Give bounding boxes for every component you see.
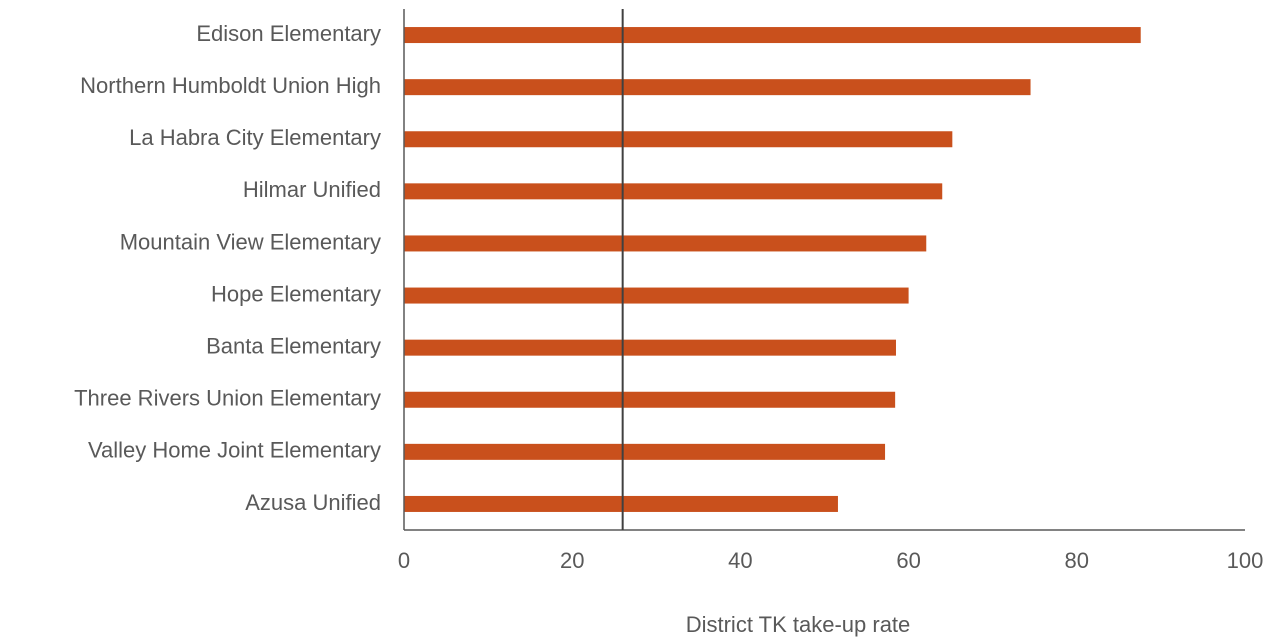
x-tick-label: 100 bbox=[1227, 548, 1264, 573]
bar bbox=[404, 183, 943, 200]
bar bbox=[404, 443, 886, 460]
bar bbox=[404, 287, 909, 304]
x-tick-label: 0 bbox=[398, 548, 410, 573]
bar bbox=[404, 235, 927, 252]
bar bbox=[404, 27, 1141, 44]
y-tick-label: Valley Home Joint Elementary bbox=[88, 438, 381, 463]
bar bbox=[404, 391, 896, 408]
y-tick-label: Banta Elementary bbox=[206, 333, 381, 358]
y-tick-label: Hope Elementary bbox=[211, 281, 381, 306]
x-tick-label: 80 bbox=[1065, 548, 1089, 573]
bar bbox=[404, 79, 1031, 96]
y-tick-label: Edison Elementary bbox=[196, 21, 381, 46]
x-tick-label: 60 bbox=[896, 548, 920, 573]
y-tick-label: Hilmar Unified bbox=[243, 177, 381, 202]
y-tick-label: Northern Humboldt Union High bbox=[80, 73, 381, 98]
x-tick-label: 20 bbox=[560, 548, 584, 573]
y-tick-label: Mountain View Elementary bbox=[120, 229, 381, 254]
bar bbox=[404, 131, 953, 148]
y-tick-label: Azusa Unified bbox=[245, 490, 381, 515]
x-axis-title: District TK take-up rate bbox=[686, 612, 911, 637]
y-tick-label: Three Rivers Union Elementary bbox=[74, 386, 381, 411]
x-tick-label: 40 bbox=[728, 548, 752, 573]
bar bbox=[404, 339, 896, 356]
y-tick-label: La Habra City Elementary bbox=[129, 125, 381, 150]
bar bbox=[404, 495, 838, 512]
